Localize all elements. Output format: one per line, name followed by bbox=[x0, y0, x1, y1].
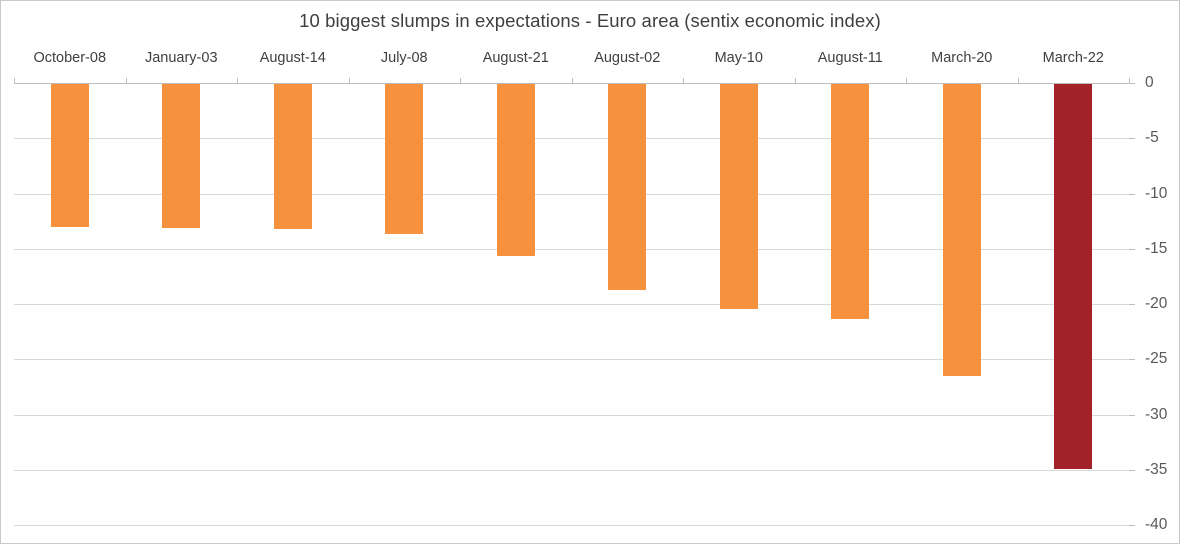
value-axis-tick bbox=[1129, 304, 1135, 305]
value-axis-tick-label: -30 bbox=[1145, 405, 1168, 423]
category-axis-tick bbox=[571, 78, 573, 83]
bar-august-02 bbox=[608, 84, 647, 290]
gridline bbox=[14, 193, 1129, 195]
gridline bbox=[14, 248, 1129, 250]
category-axis-line bbox=[14, 83, 1129, 84]
category-label: August-02 bbox=[594, 50, 661, 66]
category-label: August-14 bbox=[259, 50, 326, 66]
bar-may-10 bbox=[719, 84, 758, 310]
category-axis-tick bbox=[348, 78, 350, 83]
bar-july-08 bbox=[385, 84, 424, 235]
category-label: July-08 bbox=[380, 50, 428, 66]
category-axis-tick bbox=[794, 78, 796, 83]
value-axis-tick-label: -15 bbox=[1145, 239, 1168, 257]
bar-august-11 bbox=[831, 84, 870, 320]
value-axis-tick bbox=[1129, 525, 1135, 526]
category-axis-tick bbox=[125, 78, 127, 83]
category-axis-tick bbox=[14, 78, 15, 83]
bar-august-21 bbox=[496, 84, 535, 257]
category-label: March-20 bbox=[931, 50, 993, 66]
value-axis-tick bbox=[1129, 248, 1135, 250]
category-label: August-21 bbox=[482, 50, 549, 66]
value-axis-tick-label: -10 bbox=[1145, 184, 1168, 202]
value-axis-tick-label: -25 bbox=[1145, 350, 1168, 368]
value-axis-tick bbox=[1129, 414, 1135, 416]
value-axis-tick-label: -40 bbox=[1145, 516, 1168, 533]
category-axis-tick bbox=[1017, 78, 1019, 83]
gridline bbox=[14, 359, 1129, 361]
gridline bbox=[14, 525, 1129, 526]
bar-march-22 bbox=[1054, 84, 1093, 469]
value-axis-tick bbox=[1129, 359, 1135, 361]
gridline bbox=[14, 414, 1129, 416]
gridline bbox=[14, 304, 1129, 305]
category-axis-tick bbox=[683, 78, 684, 83]
value-axis-tick-label: -35 bbox=[1145, 460, 1168, 478]
category-label: March-22 bbox=[1042, 50, 1104, 66]
category-label: October-08 bbox=[33, 50, 107, 66]
category-axis-tick bbox=[1129, 78, 1130, 83]
bar-january-03 bbox=[162, 84, 201, 228]
bar-august-14 bbox=[273, 84, 312, 229]
bar-october-08 bbox=[50, 84, 89, 227]
chart-title: 10 biggest slumps in expectations - Euro… bbox=[299, 10, 881, 31]
value-axis-tick bbox=[1129, 193, 1135, 195]
category-label: May-10 bbox=[714, 50, 763, 66]
value-axis-tick bbox=[1129, 469, 1135, 471]
category-label: August-11 bbox=[817, 50, 883, 66]
value-axis-tick-label: -5 bbox=[1145, 129, 1159, 147]
gridline bbox=[14, 138, 1129, 140]
category-axis-tick bbox=[460, 78, 461, 83]
value-axis-tick-label: 0 bbox=[1145, 74, 1154, 91]
category-axis-tick bbox=[237, 78, 238, 83]
value-axis-tick bbox=[1129, 83, 1135, 84]
gridline bbox=[14, 469, 1129, 471]
bar-march-20 bbox=[942, 84, 981, 376]
value-axis-tick-label: -20 bbox=[1145, 295, 1168, 312]
category-label: January-03 bbox=[144, 50, 218, 66]
value-axis-tick bbox=[1129, 138, 1135, 140]
category-axis-tick bbox=[906, 78, 907, 83]
